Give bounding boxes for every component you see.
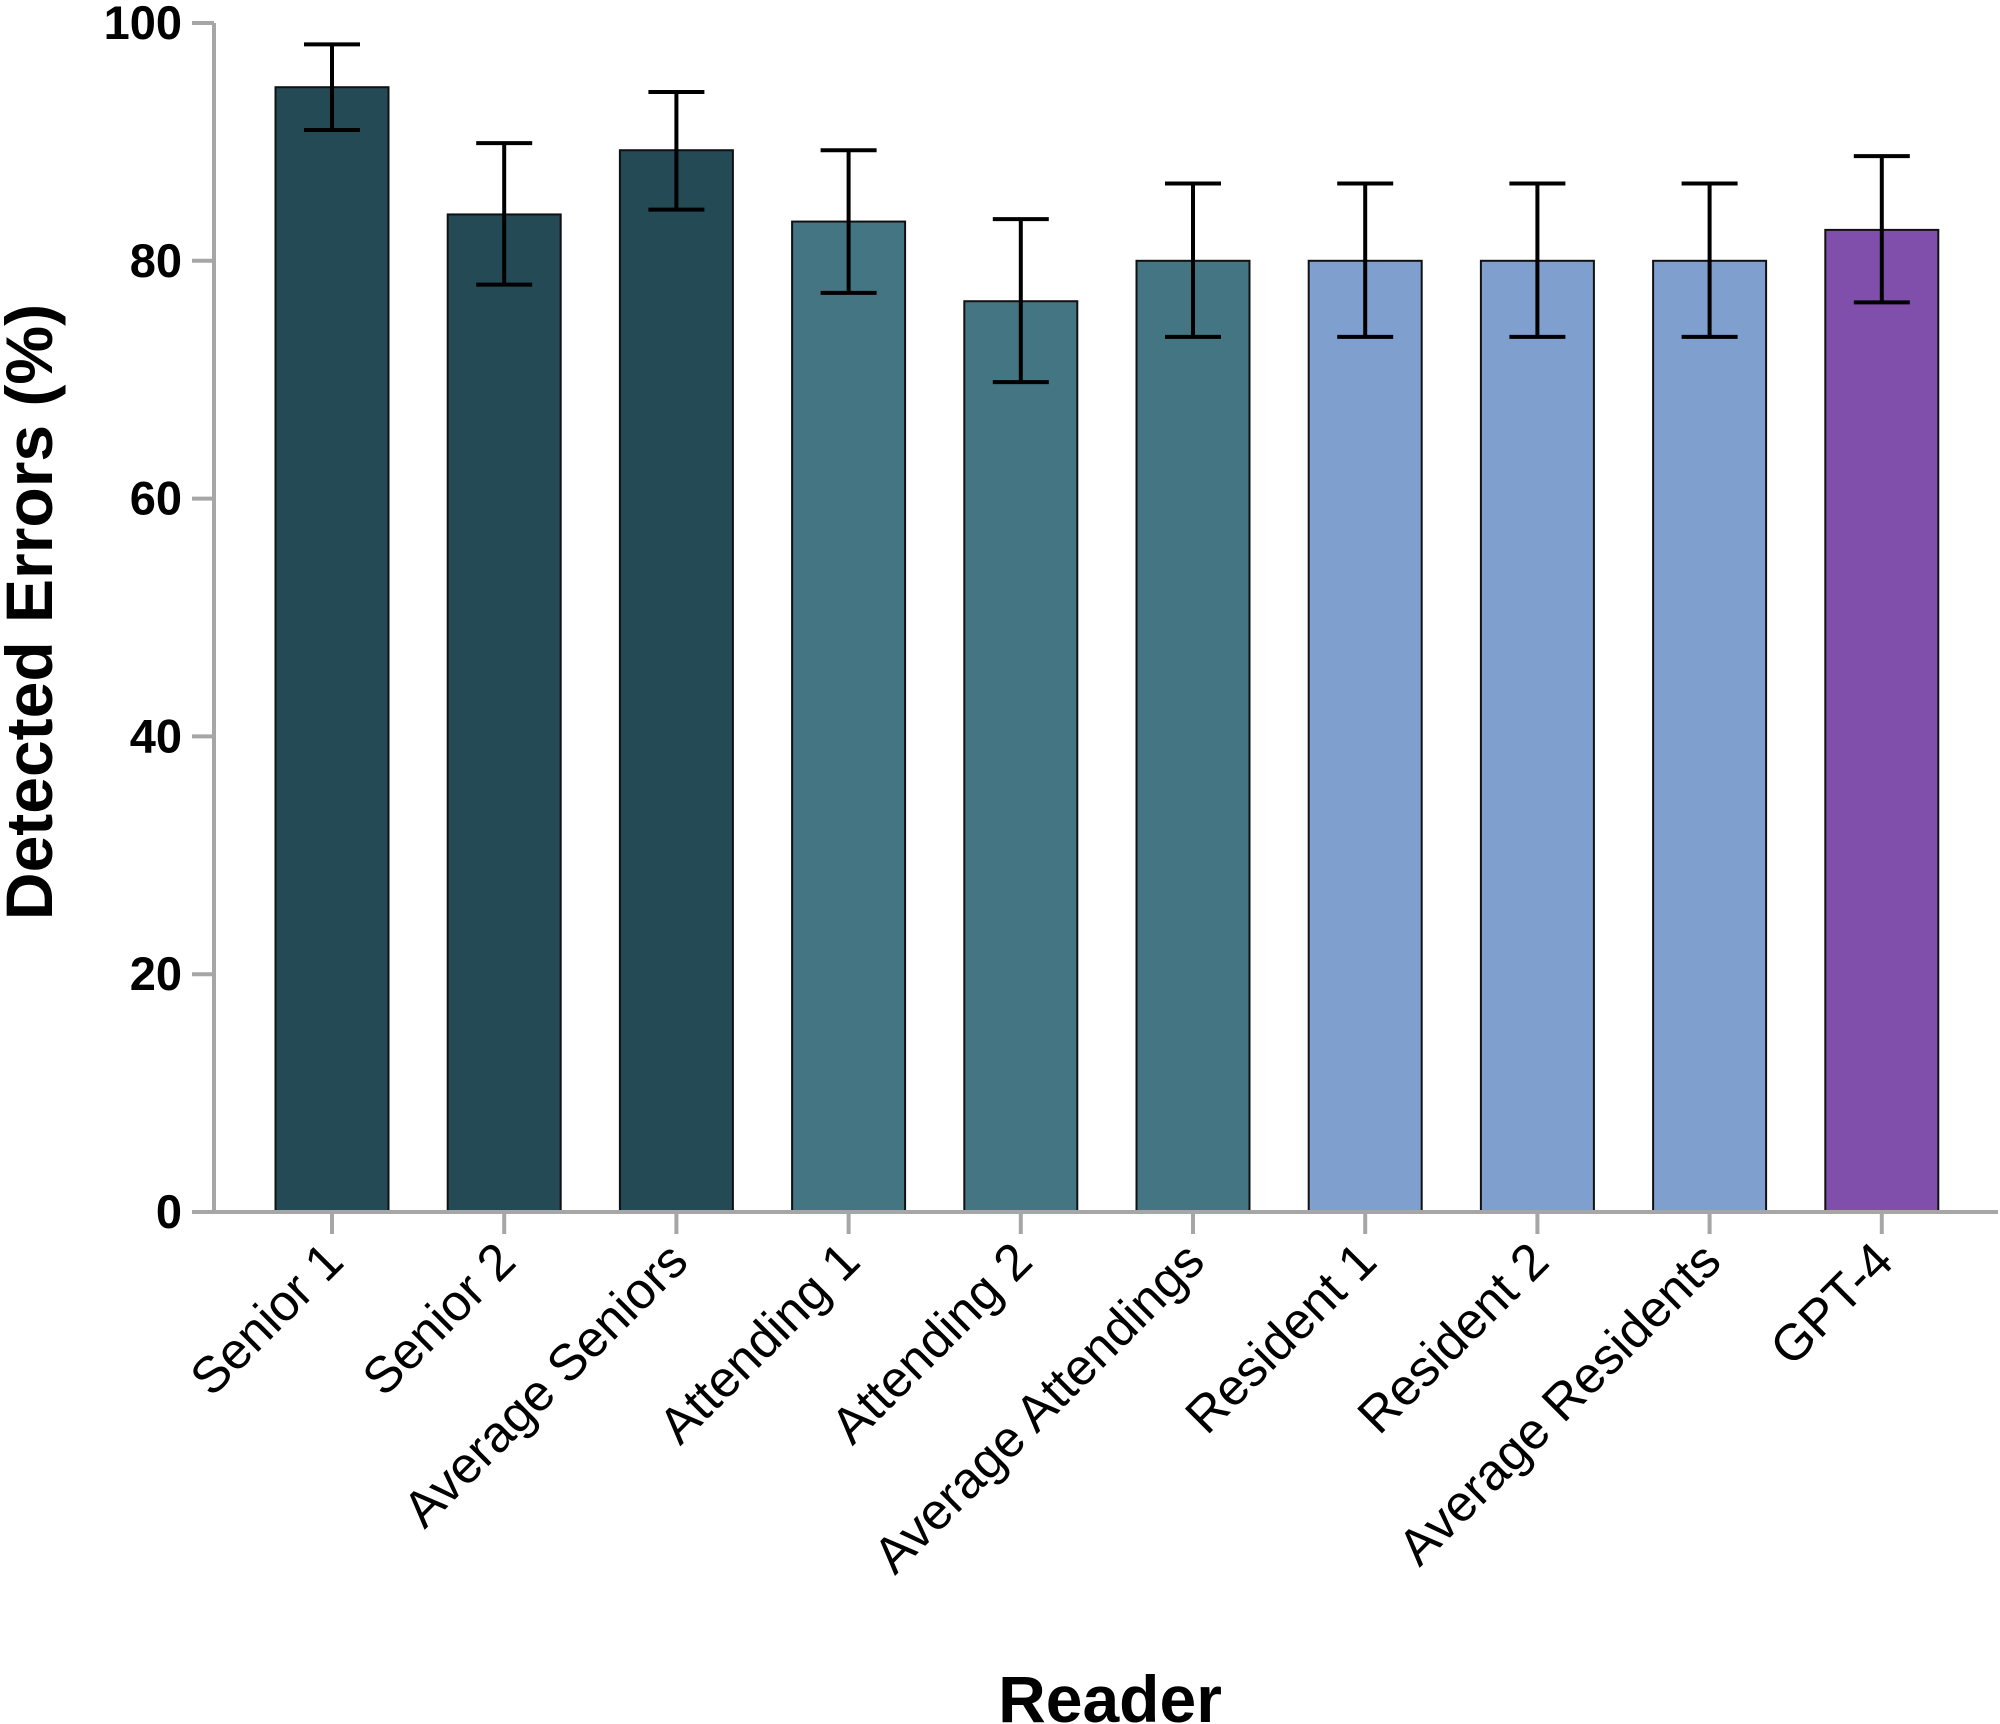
x-tick-label: Average Attendings xyxy=(862,1231,1214,1583)
bar xyxy=(963,300,1079,1213)
y-tick-label: 0 xyxy=(156,1185,182,1238)
x-axis-title: Reader xyxy=(998,1662,1222,1724)
x-tick-label: Senior 1 xyxy=(179,1231,354,1406)
y-tick-label: 80 xyxy=(130,234,182,287)
bar xyxy=(1479,259,1595,1213)
y-tick-label: 40 xyxy=(130,709,182,762)
bar xyxy=(618,149,734,1213)
bar xyxy=(1135,259,1251,1213)
x-tick-label: Average Seniors xyxy=(392,1231,698,1537)
y-tick-label: 60 xyxy=(130,472,182,525)
y-tick-label: 100 xyxy=(104,0,182,49)
x-tick-label: Senior 2 xyxy=(351,1231,526,1406)
y-axis-title: Detected Errors (%) xyxy=(0,304,66,920)
bar xyxy=(446,213,562,1213)
x-tick-label: GPT-4 xyxy=(1759,1231,1904,1376)
x-tick-label: Average Residents xyxy=(1387,1231,1731,1575)
bar xyxy=(274,86,390,1213)
bar xyxy=(791,220,907,1214)
bar xyxy=(1307,259,1423,1213)
bar xyxy=(1824,228,1940,1214)
y-tick-label: 20 xyxy=(130,947,182,1000)
bar xyxy=(1652,259,1768,1213)
